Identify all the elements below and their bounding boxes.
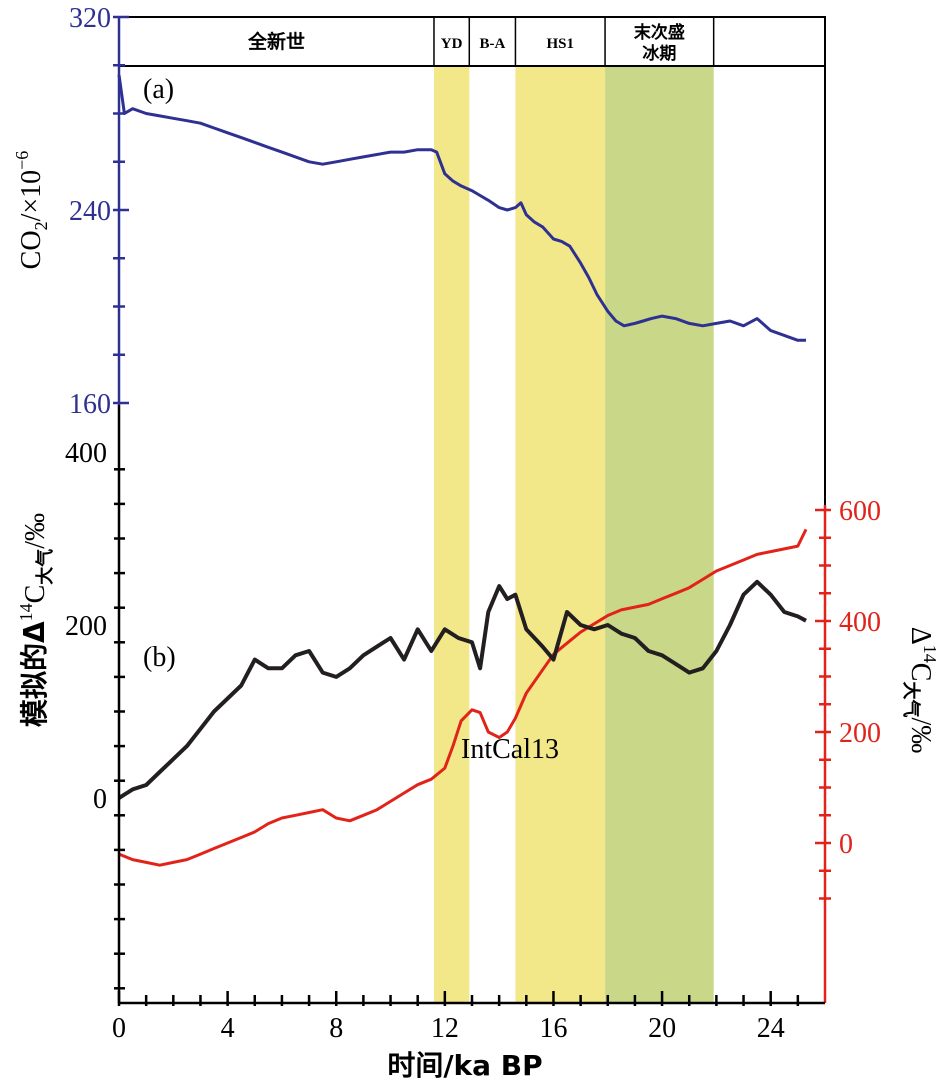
panel-b-label: (b) — [143, 642, 176, 673]
x-tick-label-20: 20 — [648, 1013, 676, 1044]
period-shading — [433, 66, 714, 1003]
co2-axis-title-group: CO2/×10−6 — [12, 151, 51, 270]
co2-tick-label-160: 160 — [69, 389, 111, 420]
x-tick-label-16: 16 — [539, 1013, 567, 1044]
left-tick-label-200: 200 — [65, 611, 107, 642]
x-tick-label-24: 24 — [757, 1013, 785, 1044]
axis-labels: 320 240 160 400 200 0 600 400 200 0 0 4 8 12 16 20 24 (a)… — [12, 3, 940, 1082]
right-tick-label-600: 600 — [839, 496, 881, 527]
period-label-0: 全新世 — [247, 30, 305, 53]
right-tick-label-400: 400 — [839, 607, 881, 638]
x-tick-label-12: 12 — [431, 1013, 459, 1044]
left-tick-label-400: 400 — [65, 438, 107, 469]
period-band-1 — [433, 66, 470, 1003]
left-axis-title-group: 模拟的Δ14C大气/‰ — [16, 513, 56, 727]
left-axis-title: 模拟的Δ14C大气/‰ — [16, 513, 56, 727]
period-band-4 — [605, 66, 714, 1003]
x-tick-label-4: 4 — [221, 1013, 235, 1044]
right-axis-title-group: Δ14C大气/‰ — [900, 627, 940, 753]
co2-axis-title: CO2/×10−6 — [12, 151, 51, 270]
x-axis-title: 时间/ka BP — [387, 1049, 542, 1082]
chart-lines — [117, 74, 808, 867]
right-tick-label-200: 200 — [839, 718, 881, 749]
period-label-1: YD — [441, 36, 463, 52]
period-label-4: 末次盛 — [634, 22, 685, 43]
left-tick-label-0: 0 — [93, 784, 107, 815]
right-axis-title: Δ14C大气/‰ — [900, 627, 940, 753]
intcal13-annotation: IntCal13 — [461, 734, 559, 765]
right-tick-label-0: 0 — [839, 829, 853, 860]
intcal13-series-line — [118, 528, 808, 867]
co2-tick-label-240: 240 — [69, 196, 111, 227]
co2-series-line — [117, 74, 806, 342]
x-tick-label-0: 0 — [112, 1013, 126, 1044]
period-label-4-line2: 冰期 — [642, 43, 676, 64]
axes — [113, 15, 831, 1006]
panel-a-label: (a) — [143, 74, 174, 105]
simulated-d14c-series-line — [117, 579, 807, 800]
x-tick-label-8: 8 — [329, 1013, 343, 1044]
period-bar-frame — [118, 16, 826, 67]
period-band-3 — [515, 66, 606, 1003]
period-label-3: HS1 — [546, 36, 574, 52]
period-label-2: B-A — [479, 36, 505, 52]
co2-tick-label-320: 320 — [69, 3, 111, 34]
